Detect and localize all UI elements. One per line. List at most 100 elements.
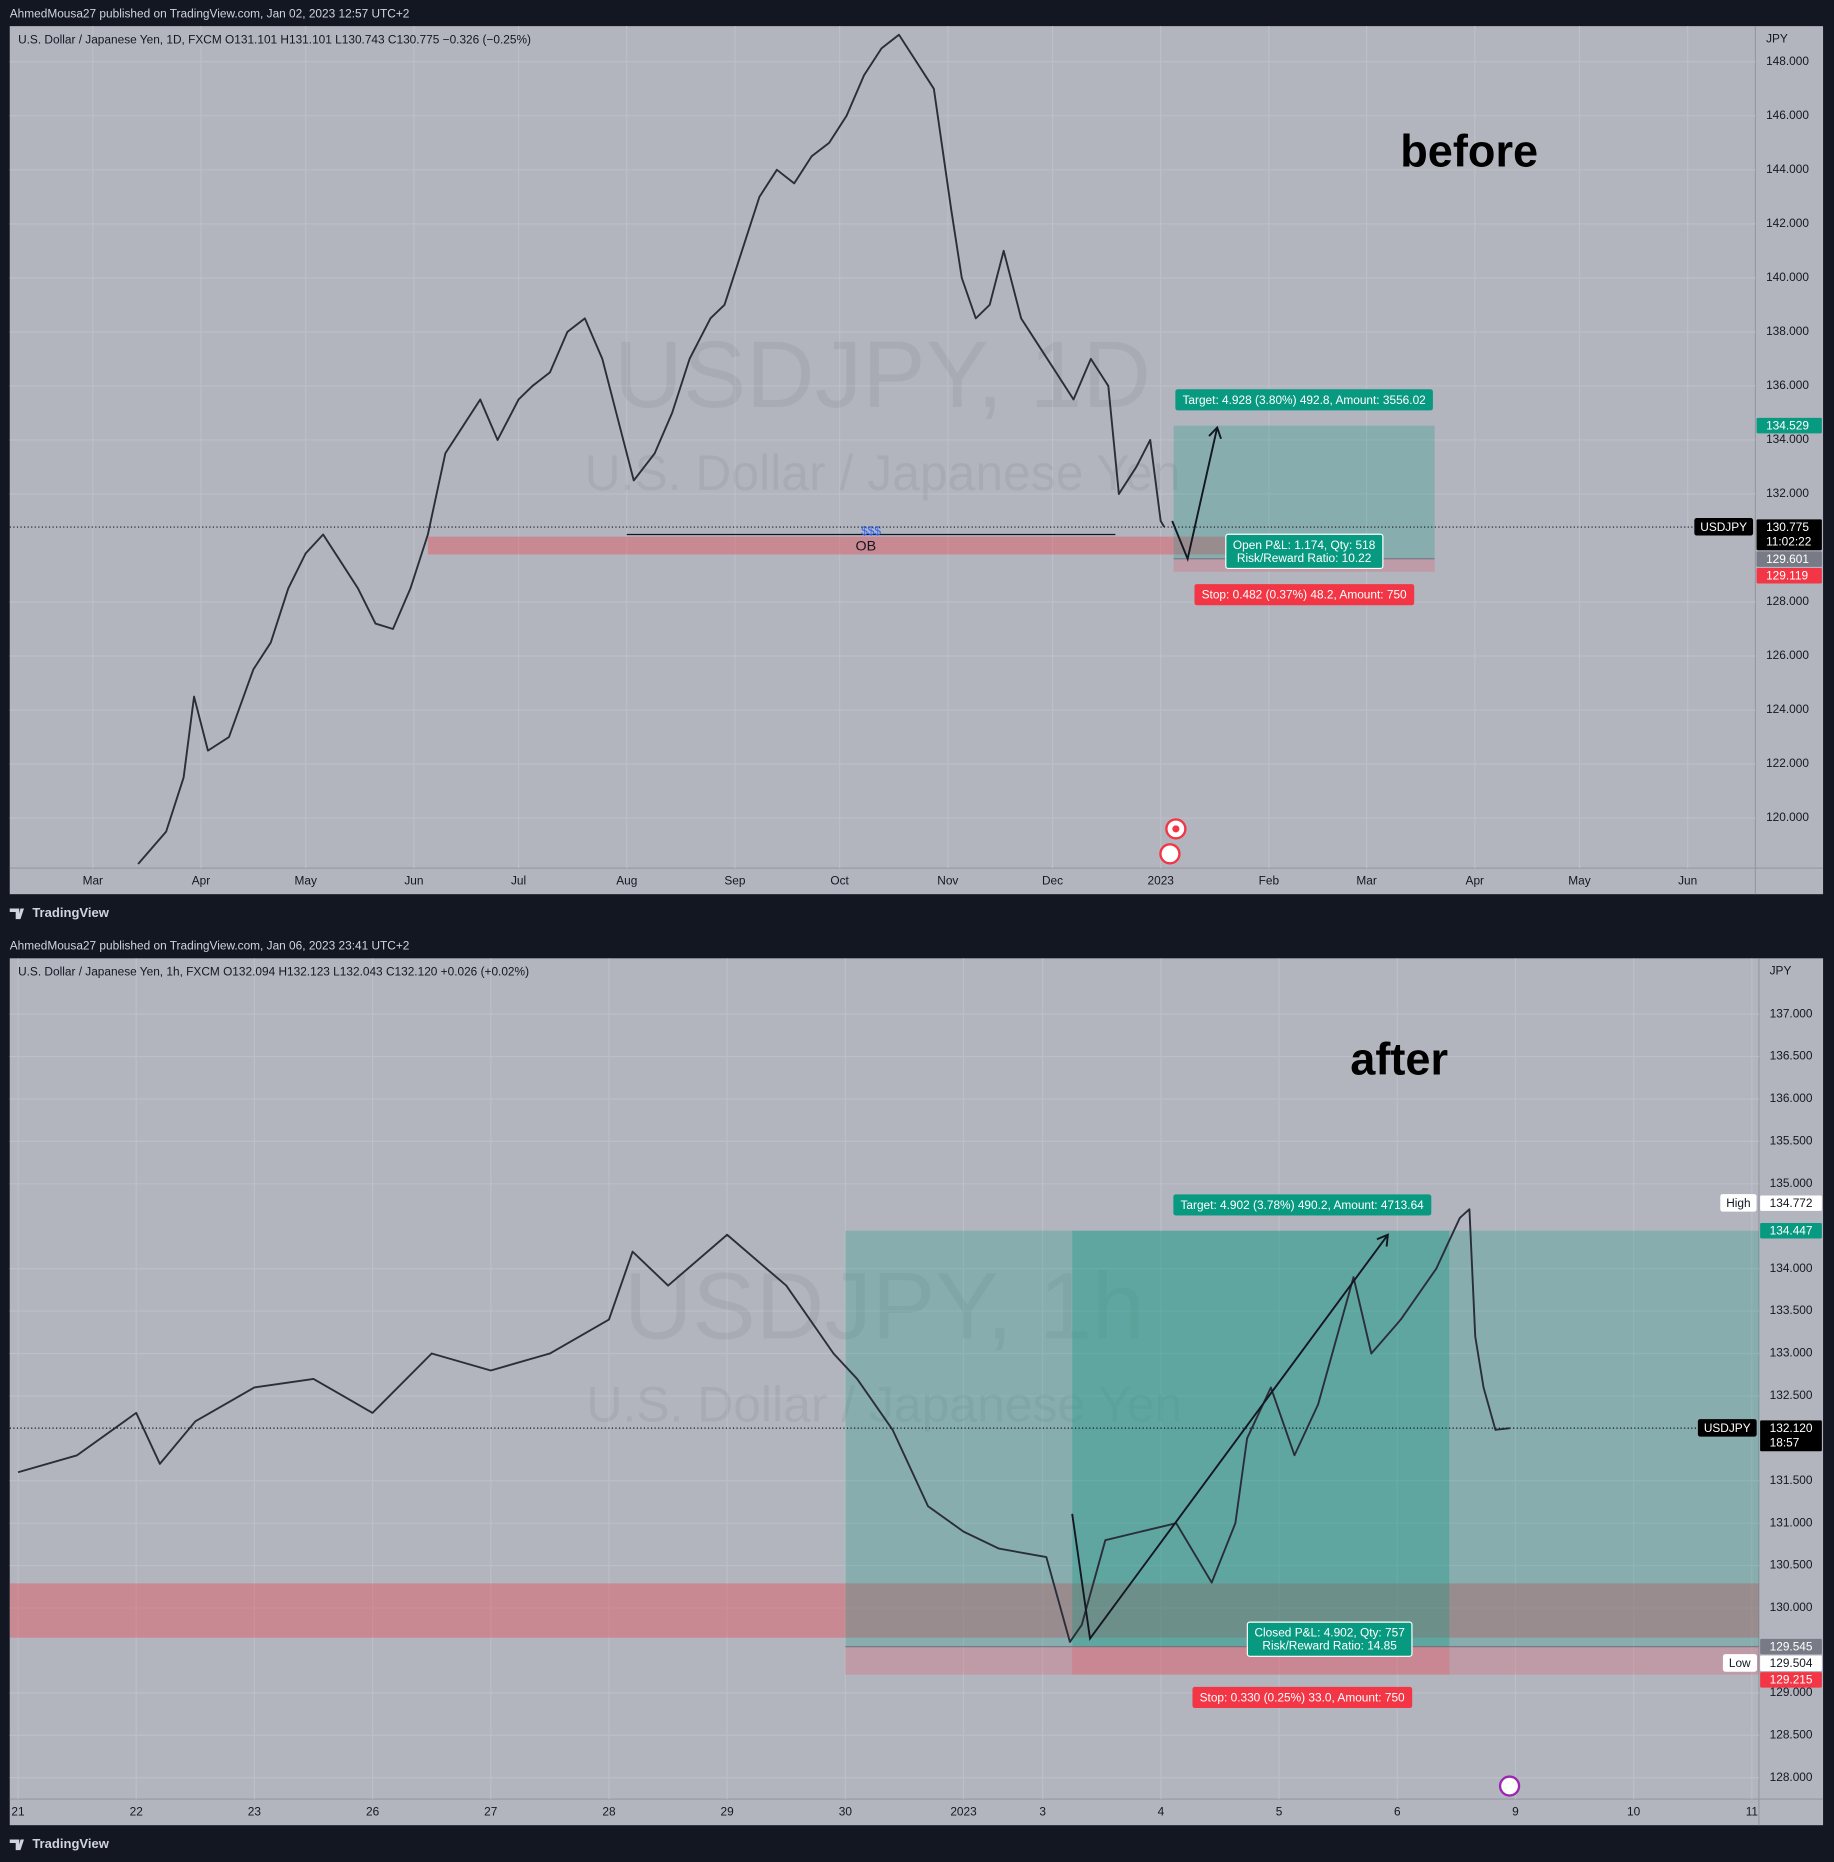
annotation: after: [1350, 1034, 1448, 1085]
y-tick-label: 134.000: [1766, 432, 1809, 446]
y-tick-label: 135.000: [1770, 1176, 1813, 1190]
projection-arrow: [1071, 1234, 1389, 1641]
x-tick-label: Dec: [1042, 873, 1063, 887]
price-tag-label: 134.529: [1766, 418, 1809, 432]
price-tag-label: 129.504: [1770, 1656, 1813, 1670]
x-tick-label: 26: [366, 1804, 380, 1818]
price-tag: [1760, 1638, 1822, 1655]
x-tick-label: Jun: [1678, 873, 1697, 887]
price-tag-countdown: 11:02:22: [1766, 535, 1811, 549]
watermark-name: U.S. Dollar / Japanese Yen: [586, 1377, 1182, 1433]
price-tag-label: 134.772: [1770, 1196, 1813, 1210]
x-tick-label: Mar: [83, 873, 103, 887]
price-line: [17, 1208, 1510, 1643]
y-tick-label: 131.000: [1770, 1515, 1813, 1529]
price-tag-label: 129.545: [1770, 1639, 1813, 1653]
x-tick-label: 3: [1039, 1804, 1046, 1818]
price-tag: [1756, 417, 1822, 434]
chart-panel: AhmedMousa27 published on TradingView.co…: [9, 939, 1824, 1851]
y-tick-label: 132.500: [1770, 1388, 1813, 1402]
symbol-title: U.S. Dollar / Japanese Yen, 1h, FXCM O13…: [18, 965, 529, 979]
arrow-head: [1208, 425, 1222, 440]
y-tick-label: 136.500: [1770, 1049, 1813, 1063]
x-tick-label: 9: [1512, 1804, 1519, 1818]
price-tag: [1760, 1655, 1822, 1671]
watermark-symbol: USDJPY, 1D: [614, 322, 1151, 428]
y-tick-label: 122.000: [1766, 756, 1809, 770]
y-tick-label: 144.000: [1766, 162, 1809, 176]
projection-arrow: [1171, 427, 1219, 562]
price-tag: [1760, 1420, 1822, 1452]
y-tick-label: 136.000: [1766, 378, 1809, 392]
y-tick-label: 142.000: [1766, 216, 1809, 230]
x-tick-label: Nov: [937, 873, 958, 887]
publish-header: AhmedMousa27 published on TradingView.co…: [10, 6, 410, 20]
stop-label: Stop: 0.330 (0.25%) 33.0, Amount: 750: [1200, 1690, 1405, 1704]
y-tick-label: 133.000: [1770, 1346, 1813, 1360]
symbol-title: U.S. Dollar / Japanese Yen, 1D, FXCM O13…: [18, 33, 531, 47]
x-tick-label: Oct: [830, 873, 849, 887]
watermark-name: U.S. Dollar / Japanese Yen: [585, 445, 1181, 501]
target-label: Target: 4.928 (3.80%) 492.8, Amount: 355…: [1182, 393, 1425, 407]
x-tick-label: 30: [839, 1804, 853, 1818]
y-tick-label: 128.000: [1770, 1770, 1813, 1784]
target-label: Target: 4.902 (3.78%) 490.2, Amount: 471…: [1180, 1198, 1424, 1212]
currency-label: JPY: [1766, 31, 1788, 45]
tradingview-logo: [9, 1839, 24, 1851]
x-tick-label: Mar: [1356, 873, 1376, 887]
x-tick-label: 22: [130, 1804, 143, 1818]
y-tick-label: 135.500: [1770, 1134, 1813, 1148]
panel-background: [9, 26, 1824, 895]
y-tick-label: 138.000: [1766, 324, 1809, 338]
x-tick-label: 21: [11, 1804, 25, 1818]
pnl-box: [1246, 1621, 1413, 1657]
y-tick-label: 136.000: [1770, 1091, 1813, 1105]
arrow-head: [1376, 1233, 1389, 1247]
x-tick-label: 11: [1746, 1804, 1759, 1818]
y-tick-label: 133.500: [1770, 1303, 1813, 1317]
price-tag-name: Low: [1729, 1656, 1751, 1670]
y-tick-label: 124.000: [1766, 702, 1809, 716]
x-tick-label: 2023: [1148, 873, 1175, 887]
price-tag-name: USDJPY: [1700, 520, 1747, 534]
watermark-symbol: USDJPY, 1h: [624, 1253, 1145, 1359]
x-tick-label: 23: [248, 1804, 262, 1818]
label-box: [1192, 1686, 1413, 1709]
label-box: [1175, 389, 1433, 411]
x-tick-label: 4: [1158, 1804, 1165, 1818]
rr-label: Risk/Reward Ratio: 14.85: [1262, 1639, 1397, 1653]
price-tag-label: 130.775: [1766, 520, 1809, 534]
pnl-box: [1225, 533, 1384, 570]
y-tick-label: 128.000: [1766, 594, 1809, 608]
x-tick-label: May: [294, 873, 316, 887]
event-icon: [1159, 843, 1181, 865]
x-tick-label: 10: [1627, 1804, 1641, 1818]
y-tick-label: 146.000: [1766, 108, 1809, 122]
price-tag: [1760, 1195, 1822, 1211]
x-tick-label: Aug: [616, 873, 637, 887]
price-tag-label: 129.119: [1766, 568, 1808, 582]
y-tick-label: 129.000: [1770, 1685, 1813, 1699]
stop-label: Stop: 0.482 (0.37%) 48.2, Amount: 750: [1202, 588, 1407, 602]
order-block-zone: [427, 536, 1304, 555]
price-tag: [1756, 568, 1822, 584]
price-tag-label: 132.120: [1770, 1421, 1813, 1435]
event-icon: [1498, 1775, 1521, 1797]
y-tick-label: 140.000: [1766, 270, 1809, 284]
footer-brand: TradingView: [32, 905, 109, 920]
y-tick-label: 148.000: [1766, 54, 1809, 68]
x-tick-label: May: [1568, 873, 1590, 887]
label-box: [1722, 1654, 1757, 1672]
label-box: [1194, 584, 1415, 606]
x-tick-label: 27: [484, 1804, 497, 1818]
x-tick-label: Feb: [1259, 873, 1280, 887]
price-tag-label: 129.215: [1770, 1673, 1813, 1687]
x-tick-label: 6: [1394, 1804, 1401, 1818]
y-tick-label: 134.000: [1770, 1261, 1813, 1275]
order-block-zone: [9, 1583, 1759, 1638]
y-tick-label: 137.000: [1770, 1006, 1813, 1020]
liquidity-label: $$$: [861, 524, 881, 538]
